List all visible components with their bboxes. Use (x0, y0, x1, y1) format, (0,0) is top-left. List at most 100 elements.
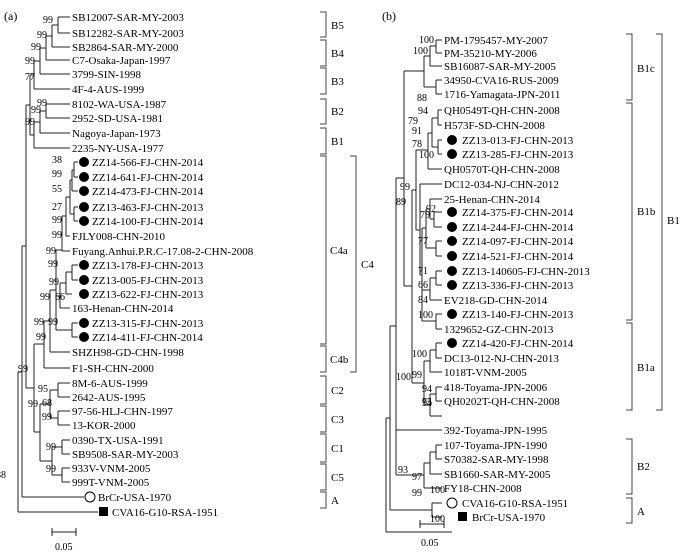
bootstrap-value: 99 (25, 56, 35, 67)
group-b2: B2 (637, 461, 650, 473)
taxon-label: ZZ14-473-FJ-CHN-2014 (92, 186, 204, 198)
study-strain-marker (447, 266, 457, 276)
bootstrap-value: 99 (25, 117, 35, 128)
study-strain-marker (79, 157, 89, 167)
taxon-label: ZZ14-521-FJ-CHN-2014 (462, 251, 574, 263)
study-strain-marker (447, 222, 457, 232)
taxon-label: QH0570T-QH-CHN-2008 (444, 164, 560, 176)
panel-a-scale-bar: 0.05 (51, 528, 77, 553)
outgroup-strain-marker (458, 512, 467, 521)
bootstrap-value: 99 (46, 442, 56, 453)
taxon-label: 1716-Yamagata-JPN-2011 (444, 89, 560, 101)
panel-b-taxa: PM-1795457-MY-2007PM-35210-MY-2006SB1608… (444, 35, 590, 524)
study-strain-marker (447, 236, 457, 246)
bootstrap-value: 38 (52, 155, 62, 166)
taxon-label: SB12282-SAR-MY-2003 (72, 28, 184, 40)
taxon-label: Fuyang.Anhui.P.R.C-17.08-2-CHN-2008 (72, 246, 254, 258)
bootstrap-value: 93 (398, 465, 408, 476)
panel-b-branches (385, 39, 452, 533)
taxon-label: 0390-TX-USA-1991 (72, 435, 164, 447)
bootstrap-value: 100 (412, 349, 427, 360)
bootstrap-value: 79 (408, 116, 418, 127)
panel-a-brackets (320, 11, 357, 509)
taxon-label: SB12007-SAR-MY-2003 (72, 12, 184, 24)
taxon-label: FJLY008-CHN-2010 (72, 231, 166, 243)
taxon-label: 4F-4-AUS-1999 (72, 84, 145, 96)
bootstrap-value: 77 (25, 72, 35, 83)
bootstrap-value: 91 (412, 126, 422, 137)
bootstrap-value: 99 (48, 317, 58, 328)
taxon-label: ZZ14-420-FJ-CHN-2014 (462, 338, 574, 350)
bootstrap-value: 99 (40, 292, 50, 303)
taxon-label: ZZ13-315-FJ-CHN-2013 (92, 318, 204, 330)
taxon-label: Nagoya-Japan-1973 (72, 128, 161, 140)
taxon-label: SB1660-SAR-MY-2005 (444, 469, 551, 481)
taxon-label: PM-35210-MY-2006 (444, 48, 537, 60)
bootstrap-value: 100 (419, 35, 434, 46)
taxon-label: ZZ13-285-FJ-CHN-2013 (462, 149, 574, 161)
bootstrap-value: 55 (52, 184, 62, 195)
bootstrap-value: 100 (418, 310, 433, 321)
taxon-label: S70382-SAR-MY-1998 (444, 454, 549, 466)
study-strain-marker (79, 172, 89, 182)
taxon-label: CVA16-G10-RSA-1951 (112, 507, 218, 519)
taxon-label: 1018T-VNM-2005 (444, 367, 527, 379)
prototype-strain-marker (446, 497, 458, 509)
bootstrap-value: 79 (420, 210, 430, 221)
panel-a: (a) (0, 9, 374, 553)
taxon-label: QH0202T-QH-CHN-2008 (444, 396, 560, 408)
taxon-label: BrCr-USA-1970 (98, 492, 172, 504)
taxon-label: 8102-WA-USA-1987 (72, 99, 167, 111)
bootstrap-value: 100 (430, 485, 445, 496)
group-a: A (637, 506, 645, 518)
taxon-label: 13-KOR-2000 (72, 420, 136, 432)
study-strain-marker (79, 275, 89, 285)
group-b5: B5 (331, 20, 344, 32)
bootstrap-value: 66 (418, 280, 428, 291)
taxon-label: 999T-VNM-2005 (72, 477, 150, 489)
taxon-label: 3799-SIN-1998 (72, 69, 142, 81)
bootstrap-value: 100 (419, 150, 434, 161)
taxon-label: SB16087-SAR-MY-2005 (444, 61, 556, 73)
taxon-label: 163-Henan-CHN-2014 (72, 303, 174, 315)
bootstrap-value: 99 (52, 169, 62, 180)
study-strain-marker (79, 332, 89, 342)
group-c5: C5 (331, 472, 344, 484)
study-strain-marker (447, 309, 457, 319)
bootstrap-value: 99 (52, 215, 62, 226)
taxon-label: 107-Toyama-JPN-1990 (444, 440, 548, 452)
study-strain-marker (447, 149, 457, 159)
group-b1: B1 (331, 136, 344, 148)
taxon-label: ZZ14-097-FJ-CHN-2014 (462, 236, 574, 248)
bootstrap-value: 88 (0, 470, 6, 481)
bootstrap-value: 99 (31, 105, 41, 116)
bootstrap-value: 94 (418, 106, 428, 117)
taxon-label: C7-Osaka-Japan-1997 (72, 55, 171, 67)
bootstrap-value: 100 (396, 372, 411, 383)
taxon-label: ZZ14-641-FJ-CHN-2014 (92, 172, 204, 184)
taxon-label: SB9508-SAR-MY-2003 (72, 449, 179, 461)
bootstrap-value: 99 (31, 42, 41, 53)
bootstrap-value: 99 (36, 332, 46, 343)
bootstrap-value: 78 (412, 139, 422, 150)
bootstrap-value: 88 (417, 93, 427, 104)
bootstrap-value: 75 (422, 397, 432, 408)
bootstrap-value: 71 (418, 266, 428, 277)
taxon-label: 2642-AUS-1995 (72, 392, 146, 404)
bootstrap-value: 68 (42, 398, 52, 409)
taxon-label: 97-56-HLJ-CHN-1997 (72, 406, 173, 418)
taxon-label: ZZ13-463-FJ-CHN-2013 (92, 202, 204, 214)
taxon-label: EV218-GD-CHN-2014 (444, 295, 548, 307)
bootstrap-value: 99 (37, 30, 47, 41)
study-strain-marker (79, 216, 89, 226)
taxon-label: FY18-CHN-2008 (444, 483, 522, 495)
study-strain-marker (447, 135, 457, 145)
bootstrap-value: 99 (400, 182, 410, 193)
panel-a-bootstrap: 9999999977999999389955279999999966999999… (0, 15, 65, 481)
group-b1: B1 (667, 215, 680, 227)
taxon-label: SB2864-SAR-MY-2000 (72, 42, 179, 54)
bootstrap-value: 99 (52, 230, 62, 241)
group-c4: C4 (361, 259, 374, 271)
bootstrap-value: 99 (28, 399, 38, 410)
